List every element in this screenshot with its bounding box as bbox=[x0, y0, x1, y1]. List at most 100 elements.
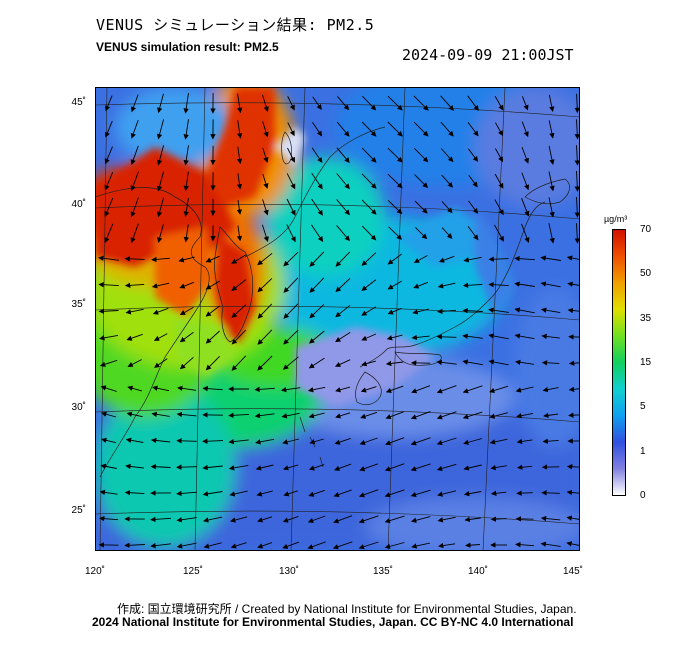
wind-arrow-icon bbox=[256, 490, 273, 497]
wind-arrow-icon bbox=[183, 224, 190, 243]
wind-arrow-icon bbox=[183, 197, 189, 217]
title-english: VENUS simulation result: PM2.5 bbox=[96, 40, 279, 54]
wind-arrow-icon bbox=[437, 308, 457, 315]
wind-arrow-icon bbox=[574, 196, 580, 218]
colorbar-unit: µg/m³ bbox=[604, 214, 628, 224]
wind-arrow-icon bbox=[104, 223, 114, 244]
wind-arrow-icon bbox=[574, 119, 580, 140]
wind-arrow-icon bbox=[333, 515, 353, 524]
wind-arrow-icon bbox=[441, 174, 453, 188]
wind-arrow-icon bbox=[307, 515, 326, 524]
map-frame bbox=[95, 87, 580, 551]
wind-arrow-icon bbox=[388, 226, 403, 240]
wind-arrow-icon bbox=[308, 412, 325, 419]
wind-arrow-icon bbox=[309, 330, 325, 344]
wind-arrow-icon bbox=[203, 542, 222, 549]
wind-arrow-icon bbox=[333, 489, 352, 498]
wind-arrow-icon bbox=[231, 279, 247, 291]
wind-arrow-icon bbox=[494, 199, 504, 216]
timestamp: 2024-09-09 21:00JST bbox=[402, 46, 574, 64]
lon-label-125: 125˚ bbox=[182, 566, 203, 577]
wind-arrow-icon bbox=[548, 120, 555, 139]
wind-arrow-icon bbox=[124, 256, 145, 262]
wind-arrow-icon bbox=[438, 255, 455, 263]
wind-arrow-icon bbox=[437, 516, 456, 523]
wind-arrow-icon bbox=[309, 251, 325, 267]
wind-arrow-icon bbox=[176, 438, 197, 444]
wind-arrow-icon bbox=[126, 411, 143, 418]
wind-arrow-icon bbox=[311, 173, 323, 190]
copyright-line: 2024 National Institute for Environmenta… bbox=[92, 615, 574, 629]
lat-label-30: 30˚ bbox=[71, 402, 86, 413]
wind-arrow-icon bbox=[257, 516, 273, 523]
wind-arrow-icon bbox=[441, 201, 453, 214]
wind-arrow-icon bbox=[489, 385, 509, 394]
wind-arrow-icon bbox=[311, 147, 323, 164]
wind-arrow-icon bbox=[462, 385, 483, 394]
wind-arrow-icon bbox=[308, 357, 325, 369]
wind-arrow-icon bbox=[261, 94, 269, 113]
wind-arrow-icon bbox=[540, 255, 561, 261]
wind-arrow-icon bbox=[384, 515, 405, 524]
wind-arrow-icon bbox=[127, 359, 142, 367]
wind-arrow-icon bbox=[462, 308, 483, 314]
wind-arrow-icon bbox=[150, 437, 171, 444]
wind-arrow-icon bbox=[127, 385, 143, 392]
wind-arrow-icon bbox=[548, 171, 555, 192]
wind-arrow-icon bbox=[104, 146, 113, 165]
wind-arrow-icon bbox=[462, 282, 483, 289]
wind-arrow-icon bbox=[361, 199, 377, 215]
wind-arrow-icon bbox=[130, 197, 139, 218]
lat-label-45: 45˚ bbox=[71, 97, 86, 108]
wind-arrow-icon bbox=[282, 464, 299, 471]
wind-arrow-icon bbox=[488, 359, 509, 366]
wind-arrow-icon bbox=[236, 120, 243, 139]
wind-arrow-icon bbox=[488, 281, 509, 288]
wind-arrow-icon bbox=[521, 121, 529, 138]
wind-arrow-icon bbox=[359, 437, 378, 446]
colorbar bbox=[612, 229, 626, 496]
wind-arrow-icon bbox=[387, 253, 402, 265]
wind-arrow-icon bbox=[361, 121, 377, 137]
wind-arrow-icon bbox=[566, 255, 580, 261]
wind-arrow-icon bbox=[463, 464, 482, 471]
wind-arrow-icon bbox=[566, 464, 580, 470]
wind-arrow-icon bbox=[441, 227, 453, 239]
wind-arrow-icon bbox=[309, 438, 324, 445]
wind-arrow-icon bbox=[152, 385, 170, 392]
wind-arrow-icon bbox=[311, 198, 323, 216]
wind-arrow-icon bbox=[130, 145, 139, 166]
wind-arrow-icon bbox=[415, 227, 428, 240]
wind-arrow-icon bbox=[361, 147, 377, 163]
wind-arrow-icon bbox=[255, 464, 274, 471]
wind-arrow-icon bbox=[413, 95, 429, 111]
wind-arrow-icon bbox=[183, 145, 189, 166]
wind-arrow-icon bbox=[183, 93, 189, 114]
wind-arrow-icon bbox=[467, 95, 479, 111]
wind-arrow-icon bbox=[309, 277, 325, 293]
wind-arrow-icon bbox=[152, 307, 169, 315]
wind-arrow-icon bbox=[236, 225, 243, 242]
wind-arrow-icon bbox=[202, 438, 224, 444]
wind-arrow-icon bbox=[153, 333, 168, 341]
wind-arrow-icon bbox=[488, 307, 509, 313]
wind-arrow-icon bbox=[515, 541, 535, 548]
wind-arrow-icon bbox=[463, 491, 482, 497]
wind-arrow-icon bbox=[282, 515, 299, 523]
wind-arrow-icon bbox=[542, 386, 559, 393]
wind-arrow-icon bbox=[517, 464, 533, 470]
wind-arrow-icon bbox=[308, 489, 325, 497]
wind-arrow-icon bbox=[262, 121, 269, 138]
wind-arrow-icon bbox=[437, 490, 457, 497]
wind-arrow-icon bbox=[126, 333, 143, 341]
colorbar-tick-35: 35 bbox=[640, 313, 652, 324]
lon-label-130: 130˚ bbox=[278, 566, 299, 577]
wind-arrow-icon bbox=[99, 489, 118, 496]
wind-arrow-icon bbox=[176, 411, 197, 418]
wind-arrow-icon bbox=[440, 148, 454, 163]
wind-arrow-icon bbox=[99, 359, 118, 367]
wind-arrow-icon bbox=[286, 198, 296, 216]
wind-arrow-icon bbox=[203, 516, 223, 523]
wind-arrow-icon bbox=[154, 358, 168, 368]
wind-arrow-icon bbox=[124, 489, 145, 496]
